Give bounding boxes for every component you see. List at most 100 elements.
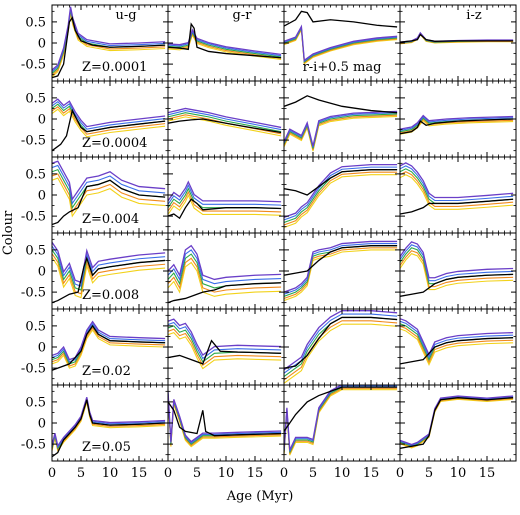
series-line-orange: [400, 397, 514, 448]
panel-3-1-lines: [168, 244, 282, 304]
series-line-yellow: [52, 329, 166, 369]
x-tick-label: 10: [218, 466, 235, 481]
annotation-r-i-offset: r-i+0.5 mag: [303, 60, 382, 75]
series-line-green: [168, 112, 282, 133]
panel-3-0-lines: [52, 241, 166, 304]
x-tick-label: 5: [309, 466, 317, 481]
series-line-blue: [52, 164, 166, 205]
series-line-yellow: [284, 174, 398, 229]
series-line-black: [284, 95, 398, 114]
y-tick-label: -0.5: [21, 362, 46, 377]
series-line-purple: [400, 395, 514, 446]
series-line-black: [284, 169, 398, 196]
panel-frame: [399, 308, 517, 386]
series-line-yellow: [168, 331, 282, 370]
series-line-yellow: [168, 261, 282, 297]
series-line-black: [400, 397, 514, 449]
column-title: u-g: [115, 8, 136, 23]
series-line-purple: [52, 397, 166, 448]
row-label-metallicity: Z=0.05: [82, 440, 131, 455]
series-line-blue: [52, 100, 166, 130]
series-line-orange: [400, 118, 514, 134]
series-line-blue: [168, 29, 282, 57]
series-line-black: [400, 273, 514, 297]
panel-5-1-lines: [168, 390, 282, 448]
row-label-metallicity: Z=0.0004: [82, 136, 147, 151]
series-line-blue: [400, 244, 514, 282]
series-line-blue: [284, 112, 398, 148]
panel-4-3-lines: [400, 318, 514, 367]
series-line-orange: [52, 327, 166, 367]
series-line-purple: [168, 244, 282, 281]
series-line-black: [168, 401, 282, 437]
series-line-black: [284, 10, 398, 28]
y-tick-label: 0: [38, 417, 46, 432]
row-label-metallicity: Z=0.02: [82, 364, 131, 379]
series-line-orange: [284, 387, 398, 455]
y-tick-label: 0.5: [25, 15, 46, 30]
series-line-blue: [168, 183, 282, 206]
panel-frame: [283, 156, 401, 234]
x-tick-label: 0: [164, 466, 172, 481]
series-line-yellow: [284, 249, 398, 302]
series-line-orange: [168, 257, 282, 293]
series-line-green: [284, 245, 398, 297]
row-label-metallicity: Z=0.0001: [82, 60, 147, 75]
series-line-purple: [168, 390, 282, 443]
series-line-purple: [52, 320, 166, 361]
x-tick-label: 0: [48, 466, 56, 481]
panel-3-2-lines: [284, 240, 398, 302]
panel-2-3-lines: [400, 162, 514, 215]
series-line-orange: [400, 325, 514, 364]
panel-4-2-lines: [284, 310, 398, 384]
series-line-blue: [284, 166, 398, 221]
panel-frame: [167, 384, 285, 462]
series-line-yellow: [400, 328, 514, 367]
series-line-blue: [400, 116, 514, 131]
panel-0-2-lines: [284, 10, 398, 65]
y-tick-label: 0.5: [25, 319, 46, 334]
series-line-black: [284, 316, 398, 369]
series-line-orange: [168, 328, 282, 366]
series-line-purple: [284, 310, 398, 371]
series-line-green: [284, 113, 398, 149]
series-line-purple: [284, 385, 398, 451]
x-tick-label: 15: [131, 466, 148, 481]
y-tick-label: 0.5: [25, 395, 46, 410]
y-tick-label: 0.5: [25, 91, 46, 106]
series-line-purple: [168, 107, 282, 129]
series-line-purple: [284, 24, 398, 62]
y-tick-label: -0.5: [21, 134, 46, 149]
series-line-purple: [400, 114, 514, 130]
y-tick-label: 0.5: [25, 167, 46, 182]
series-line-black: [168, 282, 282, 304]
panel-5-3-lines: [400, 395, 514, 449]
series-line-black: [52, 324, 166, 371]
series-line-purple: [400, 162, 514, 199]
panel-frame: [167, 232, 285, 310]
series-line-purple: [284, 110, 398, 147]
series-line-orange: [52, 173, 166, 214]
series-line-yellow: [52, 108, 166, 138]
series-line-purple: [52, 160, 166, 201]
series-line-orange: [52, 106, 166, 135]
series-line-purple: [400, 318, 514, 357]
series-line-black: [400, 198, 514, 215]
series-line-orange: [168, 32, 282, 59]
x-tick-label: 5: [425, 466, 433, 481]
panel-4-1-lines: [168, 318, 282, 370]
series-line-black: [168, 198, 282, 220]
series-line-blue: [400, 320, 514, 359]
y-tick-label: -0.5: [21, 286, 46, 301]
panel-2-1-lines: [168, 180, 282, 220]
series-line-orange: [400, 171, 514, 207]
x-tick-label: 10: [450, 466, 467, 481]
panel-frame: [283, 232, 401, 310]
series-line-yellow: [400, 174, 514, 210]
panel-5-0-lines: [52, 397, 166, 458]
panel-3-3-lines: [400, 241, 514, 297]
panel-0-3-lines: [400, 31, 514, 45]
panel-frame: [167, 308, 285, 386]
